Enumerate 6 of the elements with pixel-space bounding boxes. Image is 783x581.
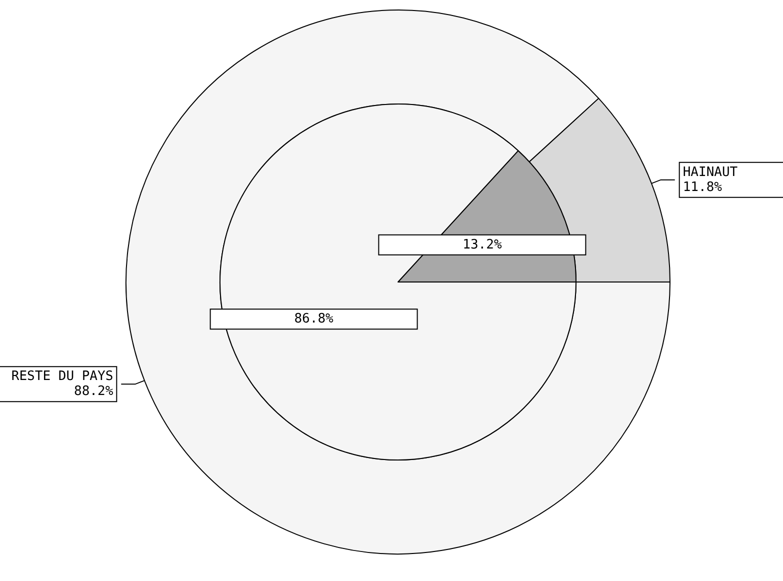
slice-label: HAINAUT — [682, 164, 738, 180]
data-label: 86.8% — [294, 312, 334, 327]
data-label: 11.8% — [682, 180, 722, 195]
slice-label: RESTE DU PAYS — [11, 369, 114, 384]
data-label: 13.2% — [462, 237, 502, 252]
data-label: 88.2% — [74, 384, 114, 400]
